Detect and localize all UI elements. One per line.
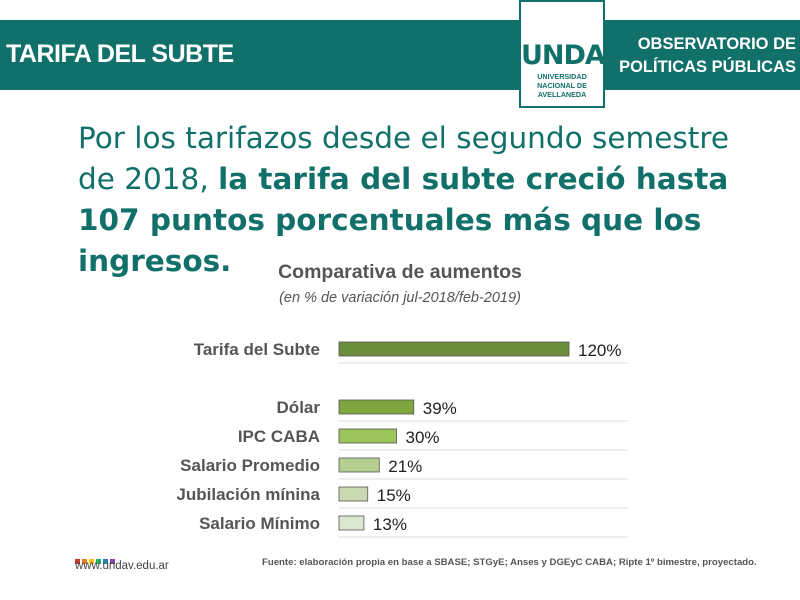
header-band — [0, 20, 800, 90]
chart-title: Comparativa de aumentos — [278, 261, 522, 283]
bar — [338, 486, 369, 502]
headline-normal: Por los tarifazos desde el segundo semes… — [78, 121, 729, 196]
headline-bold: la tarifa del subte creció hasta 107 pun… — [78, 162, 729, 278]
footer-dot — [75, 559, 80, 564]
footer-url[interactable]: www.undav.edu.ar — [75, 560, 169, 572]
data-label: 30% — [406, 428, 440, 447]
bar — [338, 457, 380, 473]
bar — [338, 399, 415, 415]
page-title: TARIFA DEL SUBTE — [6, 40, 234, 68]
category-label: Salario Mínimo — [199, 514, 320, 533]
logo-subtitle: UNIVERSIDAD NACIONAL DE AVELLANEDA — [537, 72, 587, 99]
footer-dot — [82, 559, 87, 564]
footer-dot — [89, 559, 94, 564]
footer-source: Fuente: elaboración propia en base a SBA… — [262, 557, 757, 568]
bar — [338, 515, 365, 531]
chart-subtitle: (en % de variación jul-2018/feb-2019) — [279, 290, 521, 306]
footer-dot — [96, 559, 101, 564]
bar — [338, 428, 397, 444]
footer-dots — [75, 551, 117, 564]
headline: Por los tarifazos desde el segundo semes… — [78, 118, 768, 282]
category-label: Dólar — [277, 398, 321, 417]
data-label: 13% — [373, 515, 407, 534]
data-label: 15% — [377, 486, 411, 505]
category-label: IPC CABA — [238, 427, 320, 446]
category-label: Jubilación mínina — [176, 485, 320, 504]
data-label: 120% — [578, 341, 621, 360]
observatory-label: OBSERVATORIO DE POLÍTICAS PÚBLICAS — [619, 35, 796, 76]
category-label: Tarifa del Subte — [194, 340, 320, 359]
footer-dot — [110, 559, 115, 564]
footer-dot — [103, 559, 108, 564]
data-label: 39% — [423, 399, 457, 418]
category-label: Salario Promedio — [180, 456, 320, 475]
bar — [338, 341, 570, 357]
data-label: 21% — [388, 457, 422, 476]
